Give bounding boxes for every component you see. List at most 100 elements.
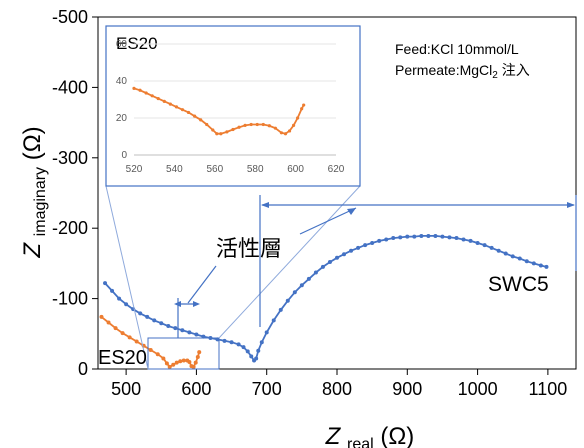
inset-es20-point bbox=[193, 114, 197, 118]
inset-es20-point bbox=[296, 116, 300, 120]
es20-point bbox=[171, 362, 176, 367]
swc5-point bbox=[327, 259, 332, 264]
swc5-point bbox=[166, 324, 171, 329]
inset-es20-point bbox=[273, 126, 277, 130]
swc5-point bbox=[454, 236, 459, 241]
y-tick-label: -500 bbox=[52, 7, 88, 27]
zoom-connector-left bbox=[105, 185, 149, 370]
inset-es20-point bbox=[156, 96, 160, 101]
swc5-point bbox=[229, 340, 234, 345]
x-tick-label: 800 bbox=[322, 379, 352, 399]
es20-point bbox=[191, 364, 196, 369]
es20-point bbox=[193, 360, 198, 365]
es20-point bbox=[197, 350, 202, 355]
es20-point bbox=[113, 326, 118, 331]
x-tick-label: 700 bbox=[252, 379, 282, 399]
x-tick-label: 600 bbox=[181, 379, 211, 399]
es20-point bbox=[195, 355, 200, 360]
es20-point bbox=[181, 358, 186, 363]
swc5-point bbox=[384, 237, 389, 242]
inset-gridlines bbox=[134, 43, 336, 156]
swc5-point bbox=[313, 270, 318, 275]
zoom-connector-right bbox=[218, 185, 361, 339]
inset-y-tick-label: 40 bbox=[116, 76, 128, 87]
inset-es20-point bbox=[231, 127, 235, 132]
inset-x-tick-label: 580 bbox=[247, 164, 264, 175]
y-axis-label: Z imaginary (Ω) bbox=[19, 126, 51, 258]
swc5-point bbox=[245, 349, 250, 354]
series-swc5 bbox=[103, 233, 549, 363]
inset-es20-point bbox=[180, 108, 185, 112]
swc5-point bbox=[254, 356, 259, 361]
swc5-point bbox=[236, 342, 241, 347]
inset-x-tick-label: 540 bbox=[166, 164, 183, 175]
swc5-point bbox=[475, 240, 480, 245]
swc5-point bbox=[461, 237, 466, 242]
inset-x-tick-label: 560 bbox=[206, 164, 223, 175]
swc5-point bbox=[370, 240, 375, 245]
x-tick-label: 900 bbox=[392, 379, 422, 399]
top-bracket-pointer-head bbox=[347, 208, 356, 215]
swc5-point bbox=[152, 318, 157, 323]
y-tick-label: 0 bbox=[78, 359, 88, 379]
swc5-point bbox=[278, 307, 283, 312]
inset-es20-point bbox=[237, 125, 241, 129]
swc5-point bbox=[405, 234, 410, 239]
es20-label: ES20 bbox=[98, 347, 147, 369]
inset-es20-point bbox=[291, 123, 296, 127]
inset-es20-point bbox=[215, 132, 219, 136]
swc5-point bbox=[342, 252, 347, 257]
top-bracket-pointer bbox=[299, 207, 357, 235]
swc5-point bbox=[412, 234, 417, 239]
active-layer-pointer bbox=[187, 265, 217, 304]
swc5-point bbox=[306, 276, 311, 281]
es20-point bbox=[178, 359, 183, 364]
swc5-point bbox=[264, 330, 269, 335]
inset-x-tick-label: 600 bbox=[287, 164, 304, 175]
swc5-point bbox=[271, 318, 276, 323]
swc5-point bbox=[256, 348, 261, 353]
x-axis-ticks: 500 600 700 800 900 1000 1100 bbox=[111, 369, 567, 399]
swc5-point bbox=[489, 245, 494, 250]
permeate-text: Permeate:MgCl2 注入 bbox=[395, 62, 530, 81]
inset-es20-point bbox=[186, 110, 191, 115]
zoom-region-box bbox=[147, 337, 220, 370]
inset-es20-point bbox=[283, 132, 288, 136]
swc5-label: SWC5 bbox=[488, 273, 549, 296]
inset-es20-point bbox=[174, 105, 179, 109]
es20-point bbox=[120, 331, 125, 336]
inset-es20-point bbox=[249, 122, 253, 127]
y-axis-ticks: 0 -100 -200 -300 -400 -500 bbox=[52, 7, 98, 379]
inset-y-tick-label: 0 bbox=[121, 150, 127, 161]
inset-x-tick-label: 620 bbox=[328, 164, 345, 175]
swc5-point bbox=[538, 263, 543, 268]
swc5-point bbox=[194, 332, 199, 337]
swc5-point bbox=[241, 345, 246, 350]
swc5-point bbox=[482, 243, 487, 248]
swc5-point bbox=[544, 264, 549, 269]
es20-point bbox=[167, 364, 172, 369]
x-tick-label: 1100 bbox=[529, 379, 568, 399]
swc5-point bbox=[335, 255, 339, 260]
inset-es20-point bbox=[225, 130, 229, 134]
inset-es20-point bbox=[211, 128, 215, 132]
swc5-point bbox=[249, 354, 254, 359]
swc5-point bbox=[356, 245, 361, 250]
swc5-point bbox=[524, 259, 529, 264]
inset-es20-point bbox=[255, 122, 259, 127]
y-tick-label: -400 bbox=[52, 77, 88, 97]
inset-y-tick-label: 60 bbox=[116, 39, 128, 50]
y-tick-label: -100 bbox=[52, 289, 88, 309]
active-layer-arrowhead-bottom-right bbox=[193, 301, 200, 307]
inset-series-es20 bbox=[132, 86, 306, 136]
swc5-point bbox=[117, 296, 122, 301]
inset-es20-point bbox=[132, 86, 136, 90]
es20-point bbox=[106, 320, 111, 325]
swc5-point bbox=[398, 235, 403, 240]
x-axis-label: Z real (Ω) bbox=[325, 423, 415, 448]
top-bracket-arrowhead-right bbox=[567, 202, 575, 208]
swc5-point bbox=[496, 248, 501, 253]
es20-point bbox=[127, 335, 132, 340]
inset-y-axis-ticks: 0 20 40 60 bbox=[116, 39, 128, 161]
